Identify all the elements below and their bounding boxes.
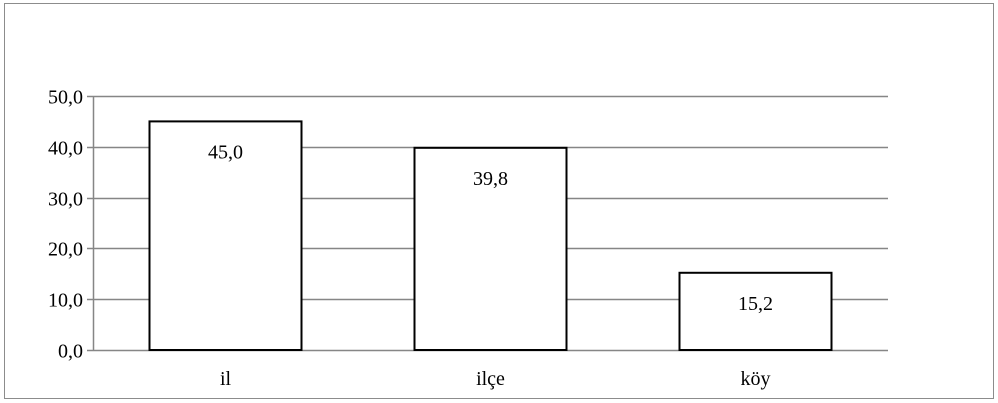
y-axis-tick-labels: 0,0 10,0 20,0 30,0 40,0 50,0 [48, 87, 83, 363]
data-label: 15,2 [738, 293, 773, 315]
x-category-label: köy [741, 368, 771, 390]
x-category-label: il [220, 368, 232, 390]
bar [678, 271, 833, 351]
y-tick-label: 20,0 [48, 239, 83, 261]
y-tick-label: 30,0 [48, 189, 83, 211]
y-tick-label: 50,0 [48, 87, 83, 109]
data-labels: 45,0 39,8 15,2 [208, 141, 773, 314]
bar [413, 146, 568, 351]
y-tick-label: 10,0 [48, 290, 83, 312]
data-label: 45,0 [208, 141, 243, 163]
y-tick-label: 0,0 [58, 341, 83, 363]
bar [148, 120, 303, 352]
x-category-label: ilçe [476, 368, 505, 390]
bars [148, 120, 833, 352]
x-axis-category-labels: il ilçe köy [220, 368, 771, 390]
y-tick-label: 40,0 [48, 138, 83, 160]
data-label: 39,8 [473, 168, 508, 190]
